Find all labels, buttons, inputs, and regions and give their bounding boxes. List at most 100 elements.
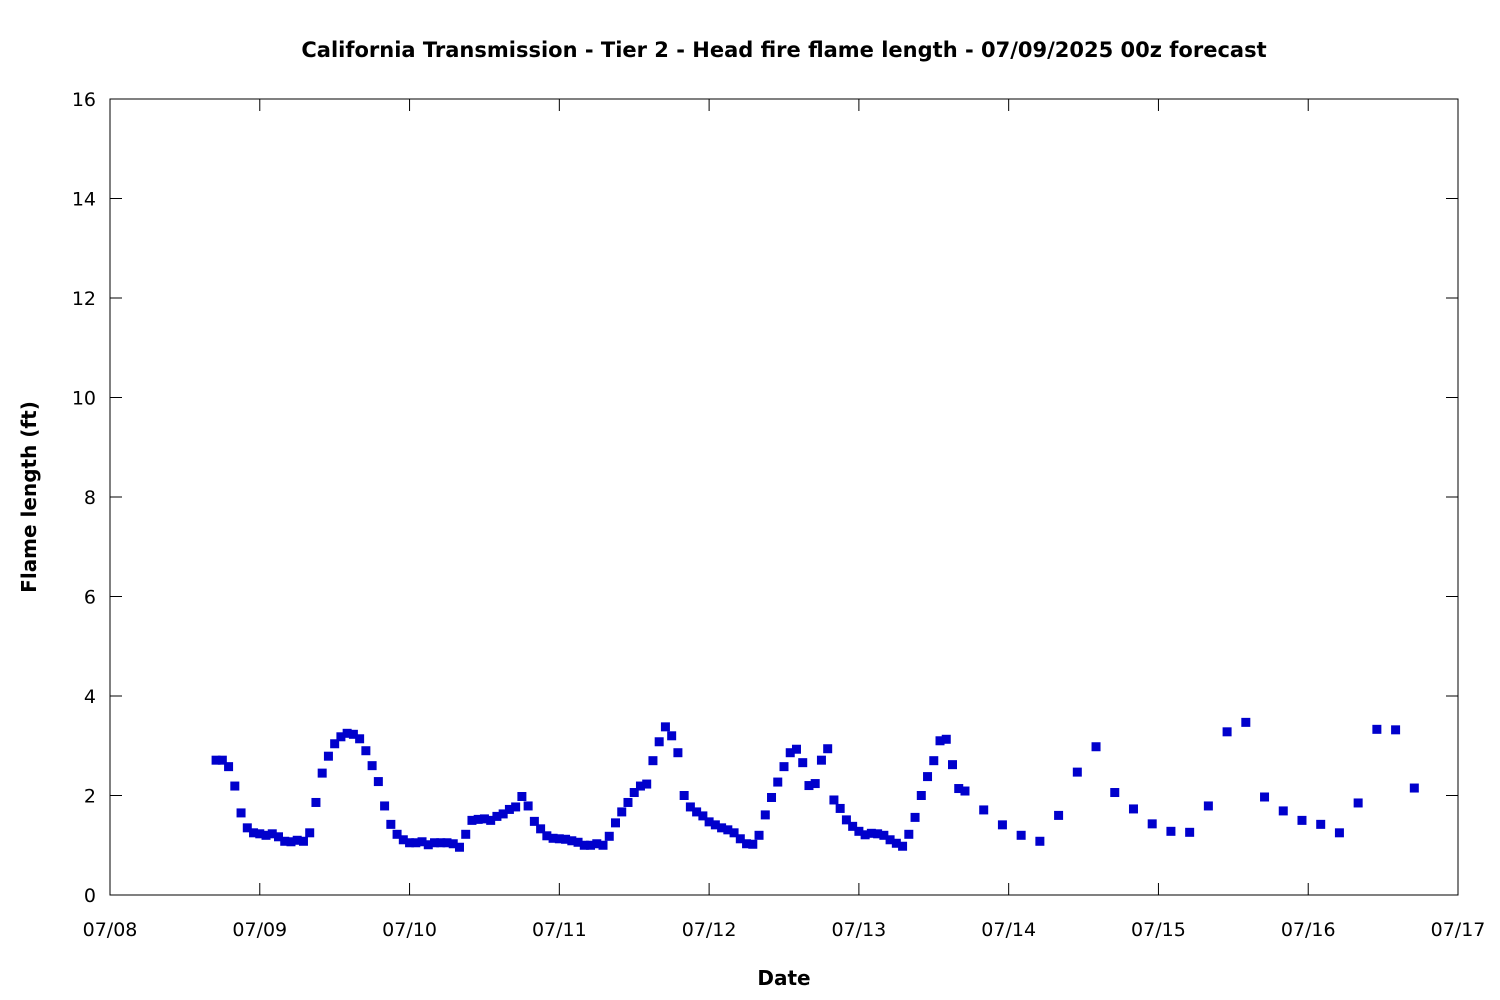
data-point [311,797,321,807]
data-point [1203,801,1213,811]
data-point [305,828,315,838]
data-point [748,839,758,849]
x-tick-label: 07/09 [232,919,287,941]
data-point [979,805,989,815]
data-point [954,784,964,794]
data-point [579,840,589,850]
x-tick-label: 07/10 [382,919,437,941]
data-point [486,815,496,825]
data-point [860,830,870,840]
data-point [586,840,596,850]
data-point [916,791,926,800]
y-tick-label: 6 [84,587,96,609]
data-point [529,816,539,826]
data-point [504,804,514,814]
data-point [841,815,851,825]
data-point [292,835,302,845]
data-point [1054,810,1064,820]
data-point [1035,836,1045,846]
data-point [754,830,764,840]
data-point [523,801,533,811]
data-point [611,818,620,828]
data-point [1072,767,1082,777]
data-point [1091,742,1101,752]
data-point [380,801,390,811]
data-point [879,830,889,840]
x-tick-label: 07/17 [1431,919,1486,941]
data-point [866,828,876,838]
data-point [392,829,402,839]
x-tick-label: 07/11 [532,919,587,941]
data-point [1260,792,1270,802]
data-point [1016,830,1026,840]
data-point [929,756,939,766]
data-point [635,781,645,791]
data-point [498,809,508,819]
data-point [436,838,446,848]
data-point [1147,819,1157,829]
data-point [573,837,583,847]
data-point [810,779,820,789]
y-tick-label: 0 [84,885,96,907]
data-point [654,737,664,747]
y-tick-label: 16 [72,89,96,111]
data-point [461,829,471,839]
data-point [835,803,845,813]
y-tick-label: 12 [72,288,96,310]
data-point [935,736,945,746]
data-point [816,755,826,765]
x-axis-label: Date [757,966,810,990]
data-point [267,829,277,839]
data-point [242,823,252,833]
data-point [361,746,371,756]
data-point [891,838,901,848]
data-point [536,824,546,834]
data-point [454,842,464,852]
y-tick-label: 14 [72,189,96,211]
data-point [230,781,240,791]
data-point [735,834,745,844]
data-point [885,835,895,845]
y-tick-label: 8 [84,487,96,509]
data-point [348,729,358,739]
data-point [997,820,1007,830]
data-point [604,831,614,841]
data-point [729,828,739,838]
data-point [323,751,333,761]
data-point [1278,806,1288,816]
data-points [211,717,1419,852]
data-point [473,814,483,824]
data-point [236,808,246,818]
data-point [1185,827,1195,837]
data-point [848,821,858,831]
data-point [760,810,770,820]
plot-frame [109,98,1459,896]
chart-title: California Transmission - Tier 2 - Head … [301,38,1266,62]
data-point [467,815,477,825]
data-point [373,777,383,787]
x-tick-label: 07/08 [83,919,138,941]
data-point [854,826,864,836]
data-point [567,836,577,846]
data-point [629,788,639,798]
x-tick-label: 07/14 [981,919,1036,941]
y-tick-label: 4 [84,686,96,708]
data-point [1409,783,1419,793]
data-point [286,837,296,847]
data-point [623,797,633,807]
data-point [798,758,808,768]
data-point [704,817,714,827]
data-point [398,835,408,845]
data-point [667,731,677,741]
data-point [692,807,702,817]
data-point [1316,819,1326,829]
data-point [255,829,265,839]
data-point [642,779,652,789]
data-point [1222,727,1232,737]
data-point [211,755,221,765]
x-axis: 07/08 07/09 07/10 07/11 07/12 07/13 07/14 07/15… [83,99,1486,941]
data-point [355,734,365,744]
data-point [685,802,695,812]
data-point [1166,826,1176,836]
x-tick-label: 07/13 [832,919,887,941]
